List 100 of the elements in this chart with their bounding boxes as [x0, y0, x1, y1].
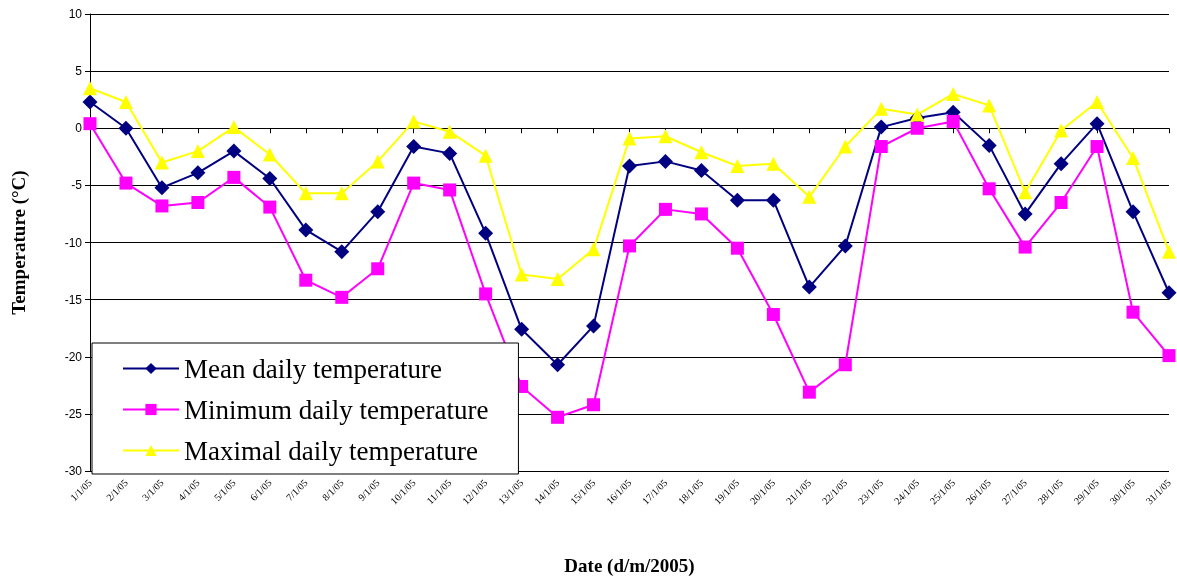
point	[406, 114, 421, 129]
point	[406, 139, 422, 155]
y-tick-label: 10	[68, 7, 83, 21]
point	[550, 272, 565, 287]
point	[226, 120, 241, 135]
point	[765, 192, 781, 208]
point	[371, 262, 385, 276]
y-tick-label: -20	[64, 349, 83, 364]
point	[658, 202, 672, 216]
point	[82, 94, 98, 110]
point	[262, 171, 278, 187]
point	[910, 121, 924, 135]
point	[191, 196, 205, 210]
point	[730, 158, 745, 173]
point	[1126, 305, 1140, 319]
point	[981, 137, 997, 153]
point	[478, 148, 493, 163]
point	[335, 290, 349, 304]
point	[1162, 244, 1176, 259]
point	[118, 120, 134, 136]
point	[587, 398, 601, 412]
point	[838, 139, 853, 154]
point	[227, 170, 241, 184]
point	[370, 154, 385, 169]
point	[154, 155, 169, 170]
point	[443, 183, 457, 197]
point	[694, 207, 708, 221]
point	[298, 222, 314, 238]
point	[83, 81, 97, 96]
point	[299, 273, 313, 287]
point	[730, 241, 744, 255]
point	[1018, 240, 1032, 254]
y-tick-label: 0	[75, 121, 83, 136]
legend-label: Maximal daily temperature	[184, 435, 478, 466]
x-axis-title: Date (d/m/2005)	[564, 555, 695, 577]
point	[1161, 285, 1177, 301]
point	[1053, 156, 1069, 172]
point	[802, 385, 816, 399]
point	[478, 225, 494, 241]
point	[1054, 196, 1068, 210]
y-tick-label: 5	[75, 64, 83, 79]
point	[1054, 123, 1069, 138]
point	[874, 140, 888, 154]
point	[982, 182, 996, 196]
point	[334, 186, 349, 201]
point	[190, 144, 205, 159]
point	[766, 307, 780, 321]
point	[946, 86, 961, 101]
y-tick-label: -15	[64, 292, 83, 307]
point	[1090, 140, 1104, 154]
point	[982, 98, 997, 113]
y-tick-label: -10	[64, 235, 83, 250]
y-tick-label: -25	[64, 406, 83, 421]
point	[802, 189, 817, 204]
point	[1018, 185, 1033, 200]
point	[442, 145, 458, 161]
point	[262, 147, 277, 162]
point	[658, 129, 673, 144]
point	[190, 165, 206, 181]
point	[154, 180, 170, 196]
point	[155, 199, 169, 213]
point	[729, 192, 745, 208]
point	[622, 158, 637, 174]
point	[370, 204, 386, 220]
point	[694, 145, 709, 160]
point	[550, 357, 566, 373]
point	[263, 200, 277, 214]
point	[479, 287, 493, 301]
point	[551, 410, 565, 424]
point	[298, 186, 313, 201]
point	[1089, 116, 1105, 132]
y-axis-title: Temperature (°C)	[8, 170, 30, 315]
legend-label: Minimum daily temperature	[184, 394, 489, 425]
point	[83, 117, 97, 131]
point	[622, 131, 637, 146]
y-tick-label: -30	[64, 464, 83, 478]
point	[586, 242, 601, 257]
legend-label: Mean daily temperature	[184, 353, 442, 384]
y-tick-label: -5	[71, 178, 83, 193]
point	[119, 176, 133, 190]
point	[1126, 150, 1141, 165]
point	[1090, 94, 1105, 109]
point	[837, 238, 853, 254]
point	[1017, 206, 1033, 222]
point	[766, 156, 781, 171]
point	[442, 124, 457, 139]
point	[693, 163, 709, 179]
point	[838, 358, 852, 372]
point	[514, 267, 529, 282]
point	[946, 114, 960, 128]
point	[407, 176, 421, 190]
point	[801, 279, 817, 295]
point	[1162, 349, 1176, 363]
point	[910, 107, 925, 122]
point	[1125, 204, 1141, 220]
point	[586, 318, 602, 334]
point	[657, 153, 673, 169]
point	[334, 244, 350, 260]
point	[226, 143, 242, 159]
point	[874, 101, 889, 116]
